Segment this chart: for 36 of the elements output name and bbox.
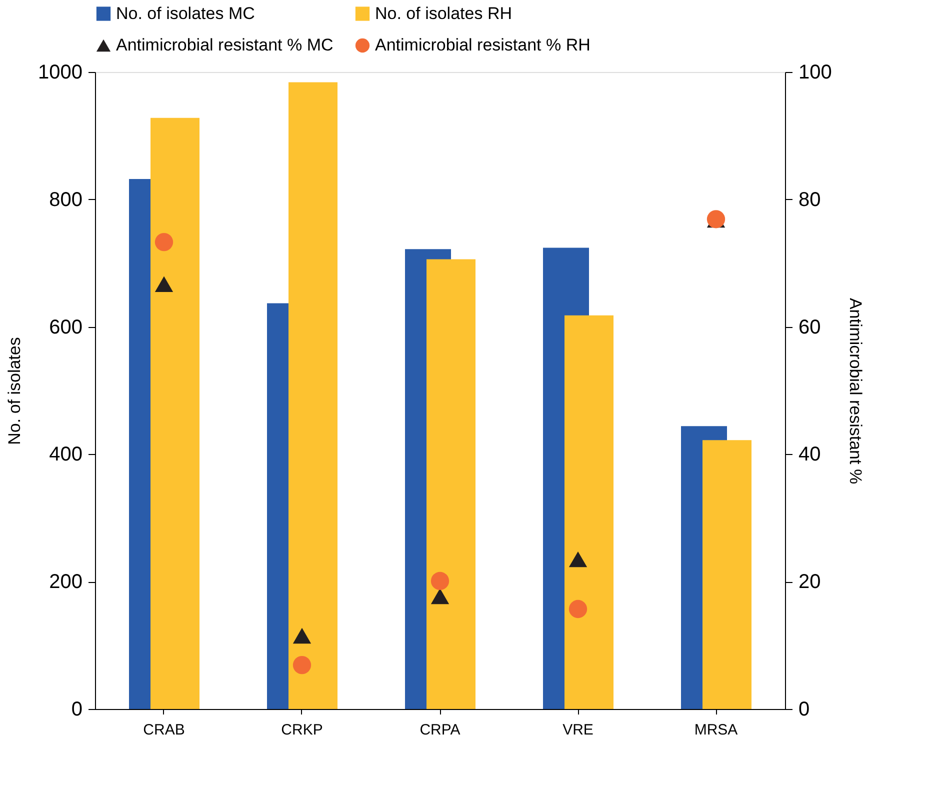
bar xyxy=(426,259,476,709)
y2-tick-label: 60 xyxy=(798,316,821,338)
y-tick-label: 1000 xyxy=(38,62,82,84)
y-tick-label: 800 xyxy=(49,188,82,211)
point xyxy=(154,233,174,252)
legend-label: No. of isolates MC xyxy=(116,4,255,23)
x-tick-label: CRPA xyxy=(420,722,460,738)
x-tick-label: CRAB xyxy=(143,722,185,738)
point xyxy=(568,551,588,568)
bar xyxy=(702,440,752,709)
point xyxy=(430,572,450,590)
bar xyxy=(288,82,338,709)
y2-tick-label: 40 xyxy=(798,444,821,466)
x-tick-label: MRSA xyxy=(694,722,738,738)
y-tick-label: 200 xyxy=(49,571,82,594)
y-tick-label: 0 xyxy=(71,698,82,720)
y2-tick-label: 80 xyxy=(798,188,821,211)
y-tick-label: 400 xyxy=(49,444,82,466)
point xyxy=(292,628,312,644)
point xyxy=(568,600,588,618)
point xyxy=(154,276,174,292)
x-tick-label: CRKP xyxy=(281,722,323,738)
x-tick-label: VRE xyxy=(562,722,594,738)
point xyxy=(292,656,312,674)
y2-tick-label: 0 xyxy=(798,698,810,720)
y2-tick-label: 20 xyxy=(798,571,821,594)
y-tick-label: 600 xyxy=(49,316,82,338)
point xyxy=(430,588,450,604)
legend-label: No. of isolates RH xyxy=(375,4,512,23)
y2-axis-title: Antimicrobial resistant % xyxy=(846,298,865,484)
y-axis-title: No. of isolates xyxy=(5,337,24,445)
legend-label: Antimicrobial resistant % RH xyxy=(375,36,590,54)
legend-label: Antimicrobial resistant % MC xyxy=(116,36,334,54)
y2-tick-label: 100 xyxy=(798,62,832,84)
bar xyxy=(564,315,614,709)
bar xyxy=(150,118,200,709)
